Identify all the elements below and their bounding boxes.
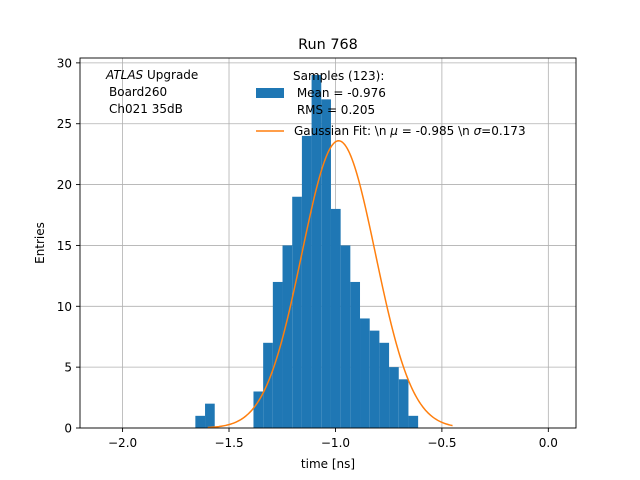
x-tick-label-2: −1.0 (321, 436, 350, 450)
histogram-bar-8 (311, 75, 322, 428)
annotation-upgrade: Upgrade (143, 68, 198, 82)
y-tick-label-1: 5 (64, 361, 72, 375)
legend-fit-mu-value: = -0.985 \n (398, 124, 474, 138)
chart-title: Run 768 (298, 37, 358, 53)
gaussian-fit-curve (207, 140, 453, 429)
histogram-bar-3 (263, 342, 273, 428)
annotation-atlas: ATLAS (105, 68, 144, 82)
legend: Samples (123): Mean = -0.976 RMS = 0.205… (256, 69, 526, 138)
annotation-line-2: Board260 (109, 85, 167, 99)
histogram-bar-15 (379, 342, 390, 428)
histogram-bar-1 (205, 403, 215, 428)
x-axis-ticks: −2.0 −1.5 −1.0 −0.5 0.0 (108, 428, 558, 450)
y-tick-label-0: 0 (64, 422, 72, 436)
legend-hist-line-1: Samples (123): (293, 69, 384, 83)
y-tick-label-2: 10 (57, 300, 72, 314)
y-tick-label-3: 15 (57, 239, 72, 253)
histogram-bar-9 (321, 99, 331, 428)
x-axis-label: time [ns] (301, 457, 355, 471)
annotation-line-3: Ch021 35dB (109, 102, 183, 116)
legend-hist-line-3: RMS = 0.205 (293, 103, 375, 117)
y-tick-label-6: 30 (57, 56, 72, 70)
histogram-bar-18 (408, 415, 419, 428)
x-tick-label-3: −0.5 (427, 436, 456, 450)
histogram-bar-12 (350, 281, 361, 428)
atlas-annotation: ATLAS Upgrade Board260 Ch021 35dB (105, 68, 198, 116)
histogram-bar-13 (360, 318, 370, 428)
legend-fit-sigma-symbol: σ (474, 124, 482, 138)
legend-hist-swatch (256, 88, 284, 98)
y-axis-ticks: 0 5 10 15 20 25 30 (57, 56, 80, 436)
legend-fit-text: Gaussian Fit: \n μ = -0.985 \n σ=0.173 (294, 124, 526, 138)
histogram-bar-7 (301, 135, 312, 429)
y-axis-label: Entries (33, 222, 47, 264)
histogram-bar-0 (195, 415, 206, 428)
histogram-bar-5 (282, 245, 293, 428)
legend-hist-line-2: Mean = -0.976 (293, 86, 386, 100)
x-tick-label-1: −1.5 (214, 436, 243, 450)
y-tick-label-4: 20 (57, 178, 72, 192)
x-tick-label-0: −2.0 (108, 436, 137, 450)
histogram-bar-10 (330, 208, 341, 428)
histogram-bar-16 (389, 367, 399, 428)
histogram-bar-14 (369, 330, 380, 428)
annotation-line-1: ATLAS Upgrade (105, 68, 198, 82)
x-tick-label-4: 0.0 (539, 436, 558, 450)
histogram-bar-2 (253, 391, 264, 428)
histogram-bar-6 (292, 196, 302, 428)
histogram-bar-11 (340, 245, 351, 428)
histogram-bar-17 (398, 379, 409, 428)
y-tick-label-5: 25 (57, 117, 72, 131)
legend-fit-prefix: Gaussian Fit: \n (294, 124, 390, 138)
legend-fit-sigma-value: =0.173 (481, 124, 525, 138)
legend-fit-mu-symbol: μ (389, 124, 398, 138)
plot-frame (79, 57, 577, 429)
